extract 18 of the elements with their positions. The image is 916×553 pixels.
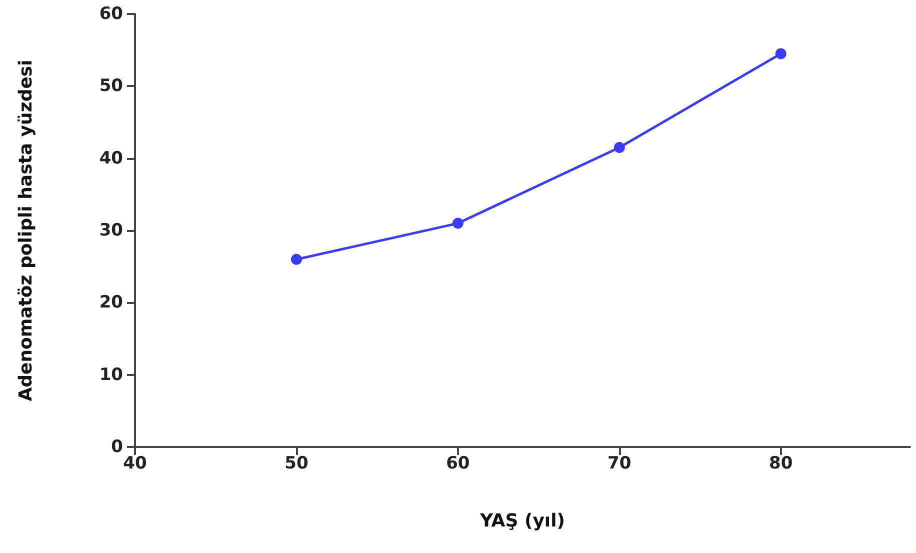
y-tick-label: 50: [99, 76, 124, 96]
x-tick-label: 50: [284, 454, 308, 474]
x-tick-label: 40: [123, 454, 147, 474]
y-tick-label: 0: [111, 437, 124, 457]
x-tick-label: 60: [446, 454, 470, 474]
point: [775, 48, 786, 60]
x-axis-title: YAŞ (yıl): [479, 510, 565, 532]
y-axis-title: Adenomatöz polipli hasta yüzdesi: [16, 60, 36, 402]
y-tick-label: 10: [99, 364, 124, 385]
point: [290, 254, 302, 265]
y-tick-label: 30: [99, 220, 124, 240]
y-tick-label: 40: [99, 148, 124, 168]
x-tick-label: 80: [768, 454, 793, 474]
point: [452, 218, 464, 229]
y-tick-label: 60: [99, 4, 124, 24]
point: [614, 142, 625, 154]
x-tick-label: 70: [608, 454, 632, 474]
y-tick-label: 20: [99, 292, 124, 313]
